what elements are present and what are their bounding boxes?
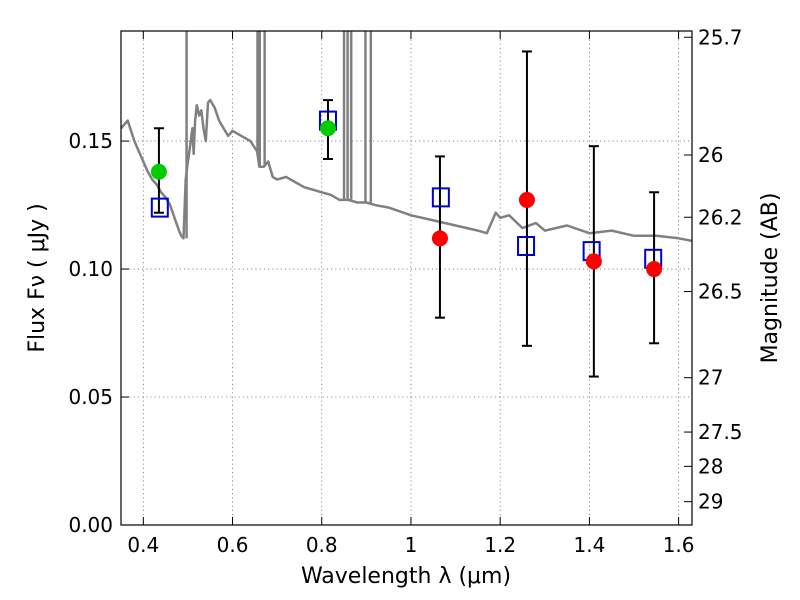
- model-flux-square: [431, 187, 450, 208]
- x-tick-label: 1.4: [573, 533, 605, 557]
- model-spectrum-line: [121, 98, 692, 243]
- photometry-point: [518, 191, 535, 208]
- mag-tick-label: 25.7: [698, 25, 743, 49]
- model-flux-square: [150, 197, 169, 218]
- mag-tick-label: 26.5: [698, 280, 743, 304]
- marker-layer: [150, 50, 663, 378]
- mag-tick-label: 29: [698, 490, 723, 514]
- y-tick-label: 0.15: [68, 129, 113, 153]
- photometry-point: [646, 261, 663, 278]
- grid: [121, 31, 692, 525]
- x-tick-label: 1.2: [484, 533, 516, 557]
- photometry-point: [431, 230, 448, 247]
- y-axis-label: Flux Fν ( μJy ): [25, 203, 50, 352]
- plot-frame: [120, 30, 693, 526]
- model-flux-square: [517, 236, 536, 257]
- mag-tick-label: 26: [698, 143, 723, 167]
- photometry-point: [319, 120, 336, 137]
- x-tick-label: 0.4: [127, 533, 159, 557]
- y-tick-label: 0.00: [68, 513, 113, 537]
- mag-tick-label: 27: [698, 366, 723, 390]
- x-axis-label: Wavelength λ (μm): [301, 564, 511, 589]
- mag-tick-label: 27.5: [698, 420, 743, 444]
- data-layer: [121, 31, 692, 243]
- x-tick-label: 1.6: [663, 533, 695, 557]
- x-tick-label: 0.6: [217, 533, 249, 557]
- ticks: 0.4 0.6 0.8 1 1.2 1.4 1.6 0.00 0.05 0.10 0.15 25.7 2…: [68, 25, 742, 557]
- x-tick-label: 0.8: [306, 533, 338, 557]
- mag-tick-label: 28: [698, 454, 723, 478]
- mag-tick-label: 26.2: [698, 205, 743, 229]
- x-tick-label: 1: [405, 533, 418, 557]
- photometry-point: [150, 163, 167, 180]
- y2-axis-label: Magnitude (AB): [758, 193, 783, 364]
- y-tick-label: 0.10: [68, 257, 113, 281]
- y-tick-label: 0.05: [68, 385, 113, 409]
- photometry-point: [585, 253, 602, 270]
